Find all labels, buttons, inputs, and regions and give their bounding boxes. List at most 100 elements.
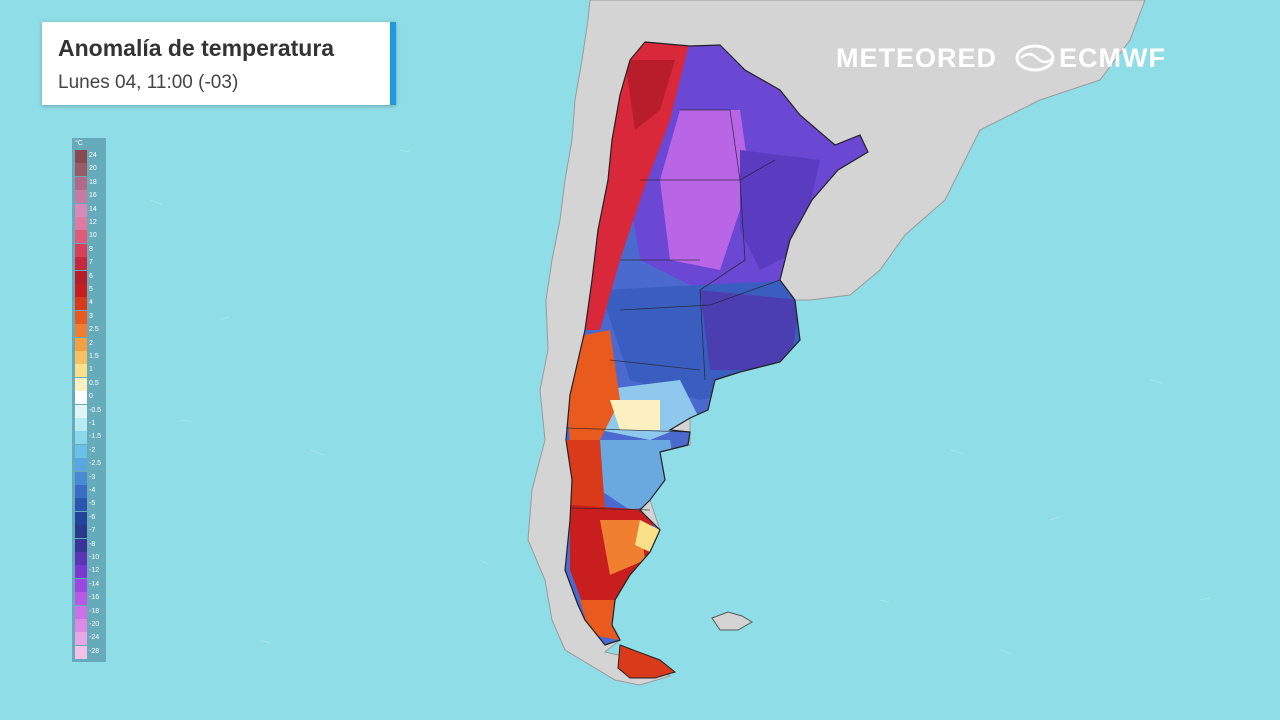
map-title: Anomalía de temperatura xyxy=(58,35,335,61)
legend-row: 18 xyxy=(75,176,105,190)
legend-swatch xyxy=(75,485,87,498)
falkland-islands xyxy=(711,611,753,631)
legend-swatch xyxy=(75,592,87,606)
legend-label: 3 xyxy=(89,312,93,320)
legend-swatch xyxy=(75,230,87,244)
legend-label: -8 xyxy=(89,540,96,548)
legend-swatch xyxy=(75,217,87,230)
legend-label: -2.5 xyxy=(89,460,102,468)
legend-swatch xyxy=(75,203,87,217)
legend-row: 2 xyxy=(75,337,105,351)
legend-swatch xyxy=(75,364,87,378)
legend-label: 10 xyxy=(89,232,97,240)
legend-label: 6 xyxy=(89,272,93,280)
legend-row: -20 xyxy=(75,619,105,632)
color-legend: °C 24 20 18 16 14 12 10 8 7 6 5 4 3 2.5 2 1.5 1 0.5 0 -0.5 -… xyxy=(72,138,106,662)
legend-label: -24 xyxy=(89,634,100,642)
legend-row: -1.5 xyxy=(75,431,105,445)
legend-label: 16 xyxy=(89,192,97,200)
legend-row: -1 xyxy=(75,418,105,431)
meteored-logo: METEORED xyxy=(836,42,998,73)
legend-label: -1 xyxy=(89,420,96,427)
legend-row: -14 xyxy=(75,578,105,592)
legend-swatch xyxy=(75,150,87,163)
legend-label: 0.5 xyxy=(89,379,99,387)
legend-label: 4 xyxy=(89,299,93,307)
legend-label: 7 xyxy=(89,259,93,267)
legend-label: 2 xyxy=(89,339,93,347)
legend-row: 12 xyxy=(75,217,105,230)
legend-swatch xyxy=(75,324,87,338)
legend-row: -6 xyxy=(75,511,105,525)
legend-row: 1.5 xyxy=(75,351,105,364)
legend-swatch xyxy=(75,243,87,257)
legend-label: -7 xyxy=(89,527,96,535)
legend-row: -5 xyxy=(75,498,105,512)
legend-row: 16 xyxy=(75,190,105,204)
legend-swatch xyxy=(75,538,87,552)
legend-row: 7 xyxy=(75,257,105,271)
legend-label: -3 xyxy=(89,473,96,481)
legend-label: -5 xyxy=(89,500,96,508)
legend-swatch xyxy=(75,565,87,579)
legend-label: -4 xyxy=(89,487,96,494)
legend-label: 0 xyxy=(89,393,93,401)
tierra-del-fuego xyxy=(617,644,677,679)
legend-label: 1.5 xyxy=(89,353,99,360)
legend-row: -2 xyxy=(75,444,105,458)
legend-label: -28 xyxy=(89,647,100,655)
legend-row: 20 xyxy=(75,163,105,177)
legend-row: -16 xyxy=(75,592,105,606)
legend-swatch xyxy=(75,257,87,271)
legend-label: -18 xyxy=(89,607,100,615)
legend-row: 8 xyxy=(75,243,105,257)
legend-row: 0.5 xyxy=(75,377,105,391)
legend-row: 24 xyxy=(75,150,105,163)
legend-swatch xyxy=(75,578,87,592)
province-borders xyxy=(565,109,781,511)
legend-swatch xyxy=(75,351,87,364)
legend-row: -8 xyxy=(75,538,105,552)
legend-row: -24 xyxy=(75,632,105,646)
legend-swatch xyxy=(75,391,87,405)
legend-swatch xyxy=(75,444,87,458)
legend-swatch xyxy=(75,458,87,472)
legend-swatch xyxy=(75,337,87,351)
legend-row: 4 xyxy=(75,297,105,311)
legend-swatch xyxy=(75,498,87,512)
legend-label: -10 xyxy=(89,554,100,561)
legend-row: -2.5 xyxy=(75,458,105,472)
title-accent-bar xyxy=(390,22,396,105)
legend-swatch xyxy=(75,163,87,177)
argentina-border xyxy=(564,41,869,646)
legend-swatch xyxy=(75,418,87,431)
legend-label: -20 xyxy=(89,621,100,628)
legend-label: 5 xyxy=(89,286,93,293)
legend-row: -10 xyxy=(75,552,105,565)
legend-row: 14 xyxy=(75,203,105,217)
legend-swatch xyxy=(75,619,87,632)
legend-swatch xyxy=(75,525,87,539)
legend-swatch xyxy=(75,377,87,391)
legend-swatch xyxy=(75,176,87,190)
legend-swatch xyxy=(75,310,87,324)
legend-swatch xyxy=(75,605,87,619)
legend-row: 0 xyxy=(75,391,105,405)
legend-label: 24 xyxy=(89,152,97,159)
legend-label: 14 xyxy=(89,205,97,213)
ecmwf-text: ECMWF xyxy=(1059,42,1166,73)
legend-swatch xyxy=(75,511,87,525)
legend-label: -14 xyxy=(89,580,100,588)
legend-row: 5 xyxy=(75,284,105,297)
legend-label: -12 xyxy=(89,567,100,575)
legend-swatch xyxy=(75,552,87,565)
logos: METEORED ECMWF xyxy=(836,40,1166,76)
legend-row: -18 xyxy=(75,605,105,619)
legend-swatch xyxy=(75,270,87,284)
legend-row: 2.5 xyxy=(75,324,105,338)
legend-row: -28 xyxy=(75,645,105,659)
legend-swatch xyxy=(75,471,87,485)
legend-swatch xyxy=(75,190,87,204)
legend-row: 6 xyxy=(75,270,105,284)
